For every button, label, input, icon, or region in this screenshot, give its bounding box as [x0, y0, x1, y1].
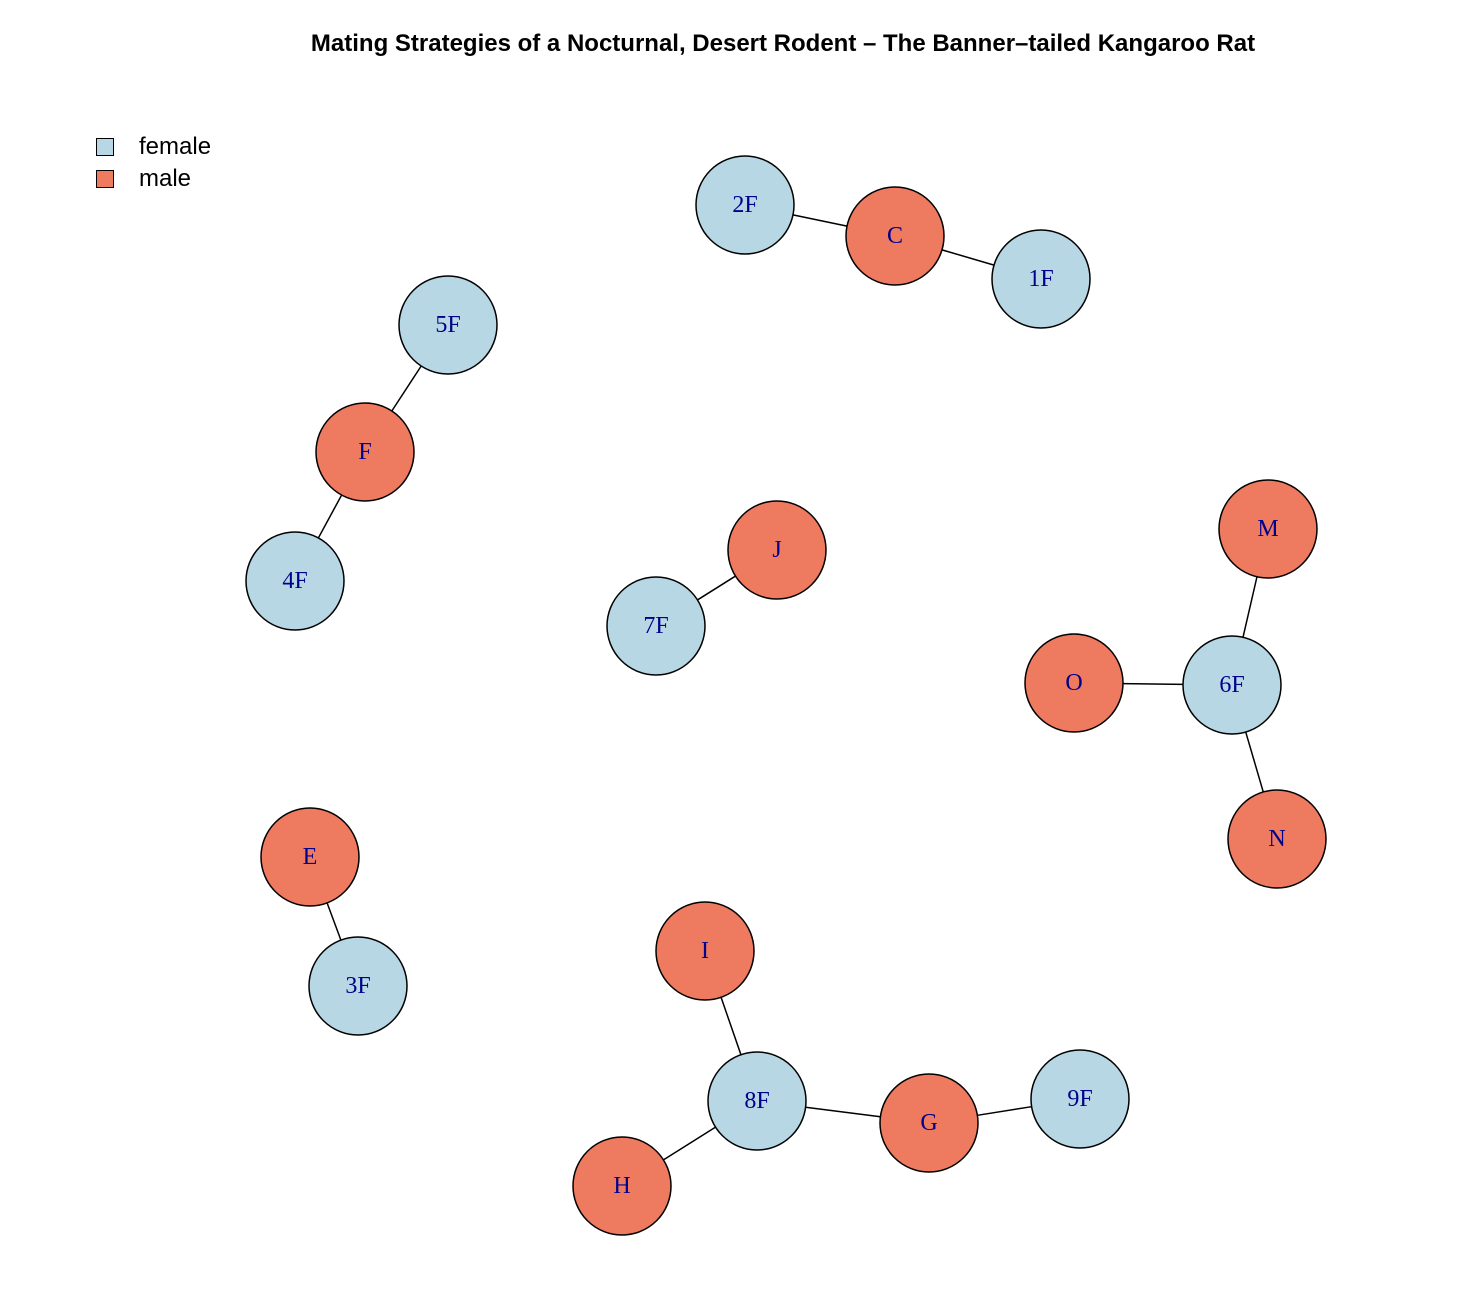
- node-circle-8F: [707, 1051, 807, 1151]
- node-label-N: N: [1268, 826, 1285, 852]
- node-F: F: [315, 402, 415, 502]
- node-circle-O: [1024, 633, 1124, 733]
- edge-2F-C: [792, 214, 848, 227]
- node-label-1F: 1F: [1028, 266, 1053, 292]
- node-H: H: [572, 1136, 672, 1236]
- edge-I-8F: [720, 997, 742, 1055]
- legend-label-male: male: [139, 165, 192, 192]
- node-label-C: C: [887, 223, 903, 249]
- edge-C-1F: [941, 249, 995, 266]
- node-label-6F: 6F: [1219, 672, 1244, 698]
- node-5F: 5F: [398, 275, 498, 375]
- legend-entry-female: female: [96, 131, 211, 163]
- node-label-E: E: [303, 844, 318, 870]
- node-label-M: M: [1257, 516, 1278, 542]
- edge-8F-G: [805, 1106, 881, 1118]
- node-2F: 2F: [695, 155, 795, 255]
- edge-layer: [317, 214, 1264, 1161]
- chart-title: Mating Strategies of a Nocturnal, Desert…: [310, 30, 1256, 57]
- node-circle-6F: [1182, 635, 1282, 735]
- node-circle-1F: [991, 229, 1091, 329]
- node-label-9F: 9F: [1067, 1086, 1092, 1112]
- node-3F: 3F: [308, 936, 408, 1036]
- node-circle-4F: [245, 531, 345, 631]
- node-J: J: [727, 500, 827, 600]
- legend-swatch-female: [96, 138, 114, 156]
- legend: female male: [96, 131, 211, 195]
- node-label-7F: 7F: [643, 613, 668, 639]
- legend-swatch-male: [96, 170, 114, 188]
- node-1F: 1F: [991, 229, 1091, 329]
- edge-M-6F: [1242, 576, 1258, 638]
- edge-8F-H: [663, 1126, 716, 1161]
- node-circle-9F: [1030, 1049, 1130, 1149]
- node-O: O: [1024, 633, 1124, 733]
- node-circle-7F: [606, 576, 706, 676]
- node-M: M: [1218, 479, 1318, 579]
- node-7F: 7F: [606, 576, 706, 676]
- node-circle-2F: [695, 155, 795, 255]
- node-N: N: [1227, 789, 1327, 889]
- edge-E-3F: [326, 902, 342, 941]
- node-label-8F: 8F: [744, 1088, 769, 1114]
- legend-label-female: female: [139, 133, 212, 160]
- node-circle-H: [572, 1136, 672, 1236]
- node-label-2F: 2F: [732, 192, 757, 218]
- node-circle-E: [260, 807, 360, 907]
- edge-O-6F: [1122, 682, 1184, 686]
- node-circle-F: [315, 402, 415, 502]
- node-G: G: [879, 1073, 979, 1173]
- node-C: C: [845, 186, 945, 286]
- node-8F: 8F: [707, 1051, 807, 1151]
- edge-F-4F: [317, 494, 343, 539]
- node-4F: 4F: [245, 531, 345, 631]
- edge-G-9F: [977, 1105, 1032, 1117]
- node-label-F: F: [358, 439, 371, 465]
- edge-6F-N: [1245, 731, 1264, 793]
- node-circle-G: [879, 1073, 979, 1173]
- node-label-5F: 5F: [435, 312, 460, 338]
- node-label-H: H: [613, 1173, 630, 1199]
- node-6F: 6F: [1182, 635, 1282, 735]
- node-I: I: [655, 901, 755, 1001]
- node-label-J: J: [772, 537, 781, 563]
- legend-entry-male: male: [96, 163, 211, 195]
- node-circle-N: [1227, 789, 1327, 889]
- node-E: E: [260, 807, 360, 907]
- node-label-4F: 4F: [282, 568, 307, 594]
- edge-5F-F: [391, 365, 422, 412]
- node-circle-3F: [308, 936, 408, 1036]
- node-circle-M: [1218, 479, 1318, 579]
- node-circle-I: [655, 901, 755, 1001]
- node-label-O: O: [1065, 670, 1082, 696]
- node-label-I: I: [701, 938, 709, 964]
- node-label-3F: 3F: [345, 973, 370, 999]
- node-9F: 9F: [1030, 1049, 1130, 1149]
- node-circle-C: [845, 186, 945, 286]
- node-circle-5F: [398, 275, 498, 375]
- node-layer: 2F C 1F 5F F 4F J 7F M O 6F N E 3F I 8F G 9F H: [245, 155, 1327, 1236]
- node-circle-J: [727, 500, 827, 600]
- edge-J-7F: [697, 575, 736, 601]
- node-label-G: G: [920, 1110, 937, 1136]
